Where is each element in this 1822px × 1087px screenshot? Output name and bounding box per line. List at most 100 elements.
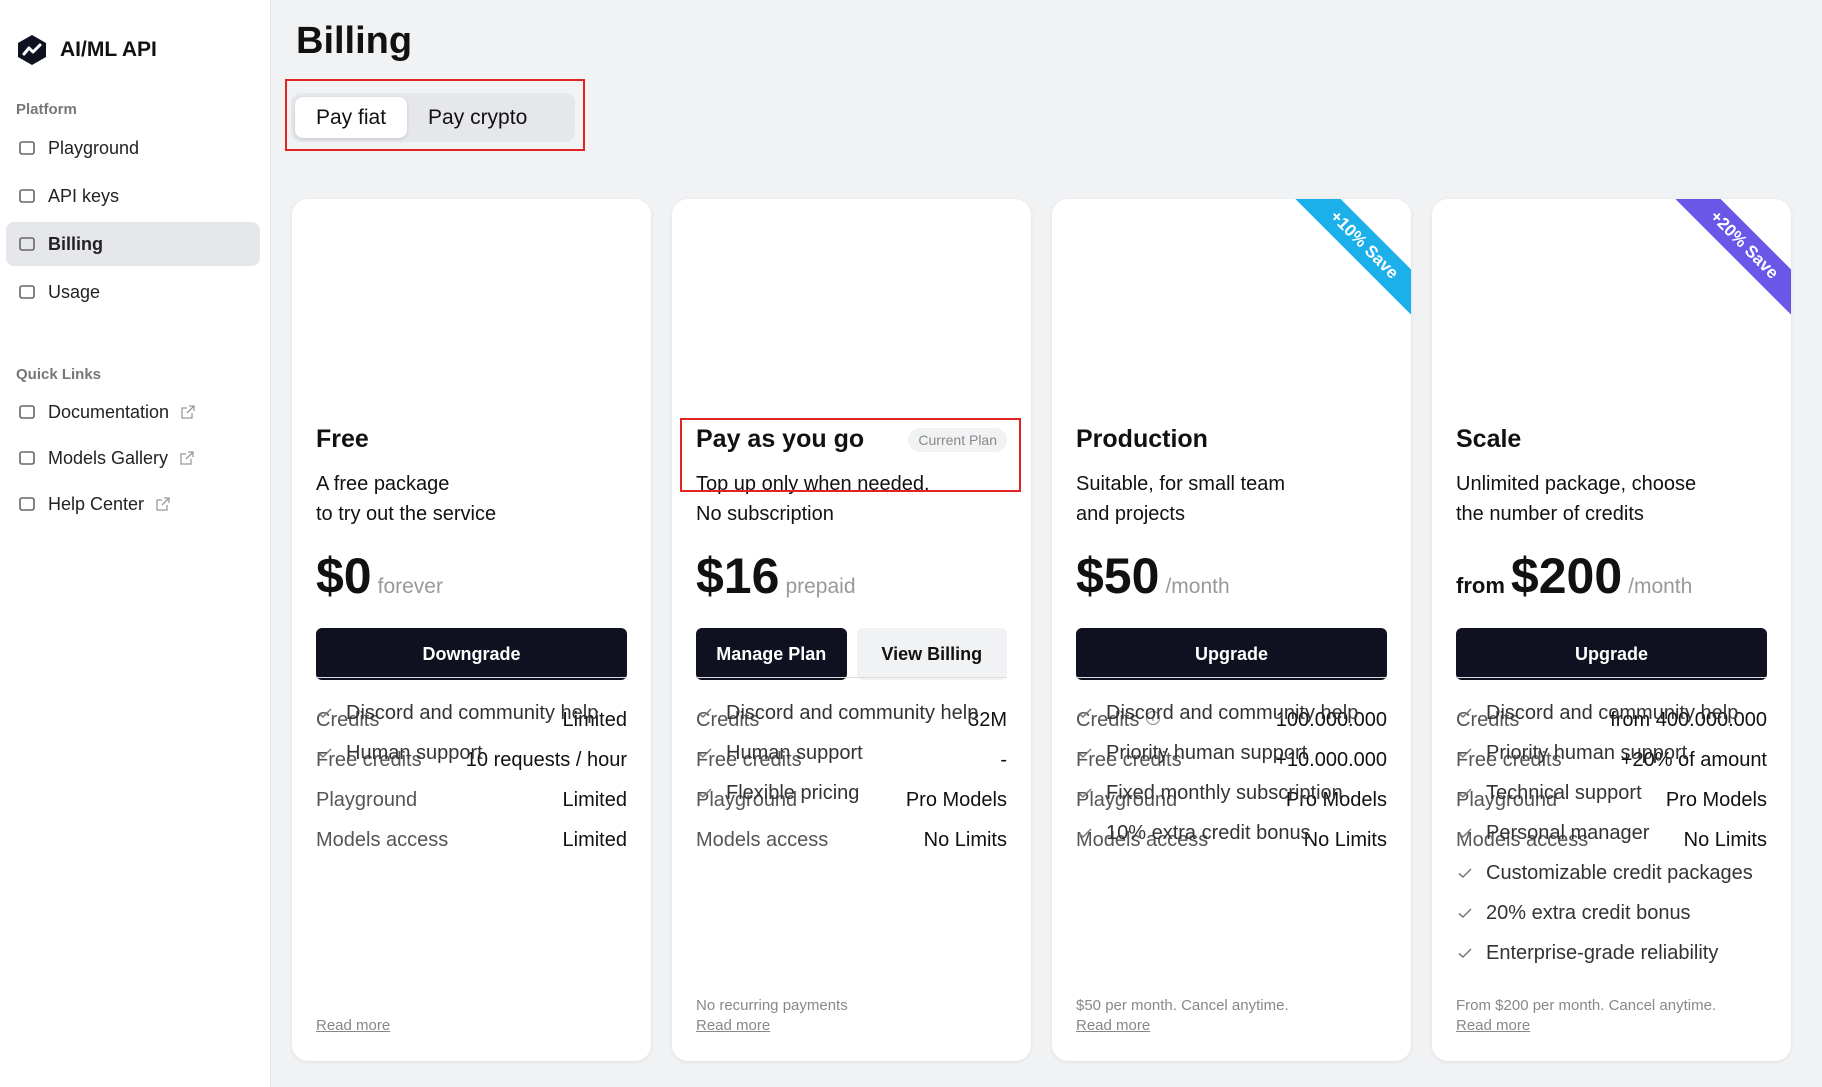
link-label: Documentation [48, 401, 170, 422]
check-icon [698, 708, 712, 719]
nav-icon [19, 189, 35, 203]
read-more[interactable]: Read more [696, 1017, 771, 1034]
external-icon [156, 497, 170, 511]
check-icon [318, 748, 332, 759]
price-value: $200 [1510, 548, 1623, 604]
detail-row: Models access Limited [316, 820, 627, 860]
feature: Fixed monthly subscription [1076, 773, 1387, 813]
check-icon [1458, 748, 1472, 759]
feature: Enterprise-grade reliability [1456, 933, 1767, 973]
plan-description: A free package to try out the service [316, 469, 627, 529]
plan-card: Pay as you go Current Plan Top up only whe… [672, 199, 1031, 1061]
description-line: No subscription [696, 503, 834, 525]
nav-label: API keys [48, 185, 120, 206]
feature: Priority human support [1076, 733, 1387, 773]
detail-row: Credits from 400.000.000 [1456, 700, 1767, 740]
price-value: $0 [316, 548, 372, 604]
detail-row: Models access No Limits [1456, 820, 1767, 860]
plan-card: +10% Save Production Suitable, for small t… [1052, 199, 1411, 1061]
feature-text: Discord and community help [1486, 701, 1739, 724]
check-icon [1078, 708, 1092, 719]
read-more[interactable]: Read more [1076, 1017, 1151, 1034]
detail-label: Credits [1076, 709, 1161, 732]
nav-item[interactable]: Usage [6, 270, 260, 314]
nav-icon [19, 451, 35, 465]
price: $0 forever [316, 547, 627, 605]
feature: Technical support [1456, 773, 1767, 813]
nav-label: Billing [48, 233, 103, 254]
detail-row: Free credits - [696, 740, 1007, 780]
plan-button[interactable]: Upgrade [1456, 628, 1767, 680]
plan-button[interactable]: Upgrade [1076, 628, 1387, 680]
price-suffix: prepaid [785, 575, 856, 598]
price-suffix: /month [1628, 575, 1693, 598]
plan-header: Free [316, 425, 627, 454]
plan-header: Production [1076, 425, 1387, 454]
plan-details: Credits Limited Free credits 10 requests / … [316, 700, 627, 860]
check-icon [698, 748, 712, 759]
detail-row: Credits 32M [696, 700, 1007, 740]
divider [1456, 677, 1767, 678]
feature-text: Discord and community help [1106, 701, 1359, 724]
feature: 20% extra credit bonus [1456, 893, 1767, 933]
detail-label: Models access [1076, 828, 1209, 851]
detail-row: Credits 100.000.000 [1076, 700, 1387, 740]
detail-value: Limited [562, 828, 627, 851]
logo [18, 35, 46, 65]
link-label: Models Gallery [48, 447, 169, 468]
detail-value: Limited [562, 788, 627, 811]
feature: Discord and community help [1456, 693, 1767, 733]
detail-label: Free credits [316, 748, 422, 771]
feature: Discord and community help [316, 693, 627, 733]
quick-link[interactable]: Documentation [6, 390, 260, 434]
description-line: to try out the service [316, 503, 497, 525]
description-line: A free package [316, 473, 450, 495]
detail-label: Credits [1456, 708, 1520, 731]
price-value: $50 [1076, 548, 1160, 604]
highlight-box [285, 79, 585, 151]
check-icon [1458, 708, 1472, 719]
check-icon [1078, 748, 1092, 759]
divider [696, 677, 1007, 678]
payment-tabs: Pay fiat Pay crypto [291, 93, 575, 142]
nav-item[interactable]: Playground [6, 126, 260, 170]
quick-link[interactable]: Help Center [6, 482, 260, 526]
feature: Discord and community help [696, 693, 1007, 733]
tab[interactable]: Pay fiat [295, 97, 408, 138]
feature: Discord and community help [1076, 693, 1387, 733]
detail-label: Models access [316, 828, 449, 851]
feature-list: Discord and community help Priority human… [1456, 693, 1767, 973]
page-title: Billing [296, 20, 413, 62]
feature-text: Human support [346, 741, 483, 764]
ribbon: +20% Save [1672, 199, 1791, 317]
plan-button[interactable]: Manage Plan [696, 628, 847, 680]
price-suffix: /month [1165, 575, 1230, 598]
detail-label: Playground [696, 788, 798, 811]
brand[interactable]: AI/ML API [16, 34, 157, 66]
plan-card: Free A free package to try out the service… [292, 199, 651, 1061]
description-line: the number of credits [1456, 503, 1644, 525]
nav-icon [19, 141, 35, 155]
plan-button[interactable]: Downgrade [316, 628, 627, 680]
read-more[interactable]: Read more [316, 1017, 391, 1034]
divider [1076, 677, 1387, 678]
read-more[interactable]: Read more [1456, 1017, 1531, 1034]
description-line: Suitable, for small team [1076, 473, 1285, 495]
external-icon [180, 451, 194, 465]
detail-row: Models access No Limits [1076, 820, 1387, 860]
nav-label: Playground [48, 137, 140, 158]
nav-item[interactable]: API keys [6, 174, 260, 218]
detail-label: Free credits [1456, 748, 1562, 771]
nav-item[interactable]: Billing [6, 222, 260, 266]
quick-link[interactable]: Models Gallery [6, 436, 260, 480]
buttons: Upgrade [1076, 628, 1387, 680]
ribbon: +10% Save [1292, 199, 1411, 317]
detail-row: Free credits +20% of amount [1456, 740, 1767, 780]
tab[interactable]: Pay crypto [428, 105, 528, 129]
plan-details: Credits 32M Free credits - Playground Pro Mod… [696, 700, 1007, 860]
detail-value: Pro Models [1665, 788, 1767, 811]
plan-button[interactable]: View Billing [856, 628, 1007, 680]
plan-name: Production [1076, 425, 1208, 453]
nav-icon [19, 237, 35, 251]
